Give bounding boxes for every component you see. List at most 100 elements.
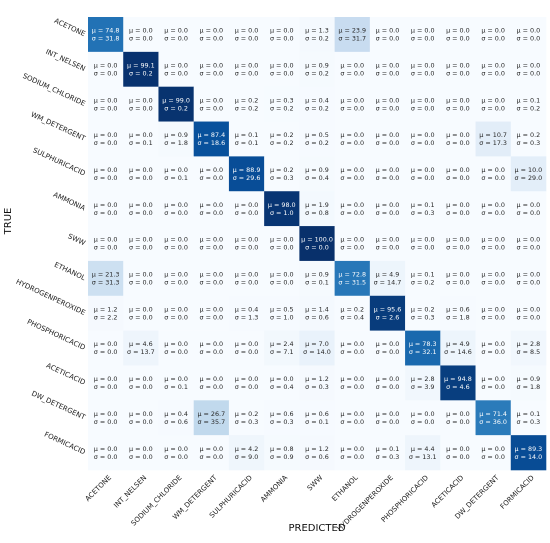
cell-mean-label: μ = 0.0 xyxy=(446,410,470,418)
cell-mean-label: μ = 4.6 xyxy=(129,340,153,348)
cell-std-label: σ = 0.3 xyxy=(270,418,294,426)
cell-mean-label: μ = 0.0 xyxy=(164,375,188,383)
cell-mean-label: μ = 0.0 xyxy=(94,61,118,69)
cell-mean-label: μ = 0.0 xyxy=(446,96,470,104)
cell-std-label: σ = 0.0 xyxy=(235,69,259,77)
cell-std-label: σ = 0.0 xyxy=(481,104,505,112)
heatmap-cell xyxy=(475,17,512,53)
cell-std-label: σ = 31.5 xyxy=(338,279,366,287)
cell-mean-label: μ = 0.0 xyxy=(129,410,153,418)
heatmap-cell xyxy=(88,295,124,331)
cell-mean-label: μ = 0.2 xyxy=(235,96,259,104)
cell-mean-label: μ = 0.0 xyxy=(340,375,364,383)
cell-mean-label: μ = 0.0 xyxy=(199,305,223,313)
x-tick-label: ACETONE xyxy=(84,474,113,503)
heatmap-cell xyxy=(158,156,194,192)
cell-mean-label: μ = 0.0 xyxy=(517,201,541,209)
cell-std-label: σ = 0.0 xyxy=(129,418,153,426)
cell-mean-label: μ = 0.5 xyxy=(270,305,294,313)
heatmap-cell xyxy=(193,191,230,227)
y-axis-label: TRUE xyxy=(3,208,14,236)
cell-mean-label: μ = 0.9 xyxy=(305,271,329,279)
cell-mean-label: μ = 0.0 xyxy=(481,201,505,209)
cell-mean-label: μ = 0.0 xyxy=(199,201,223,209)
cell-mean-label: μ = 71.4 xyxy=(479,410,507,418)
heatmap-cell xyxy=(299,330,335,366)
cell-mean-label: μ = 0.0 xyxy=(517,271,541,279)
cell-mean-label: μ = 0.0 xyxy=(376,61,400,69)
cell-std-label: σ = 0.0 xyxy=(305,244,329,252)
heatmap-cell xyxy=(123,330,159,366)
cell-std-label: σ = 0.0 xyxy=(446,279,470,287)
heatmap-cell xyxy=(334,51,371,87)
cell-std-label: σ = 0.0 xyxy=(376,69,400,77)
cell-std-label: σ = 0.0 xyxy=(94,383,118,391)
cell-std-label: σ = 0.0 xyxy=(481,313,505,321)
heatmap-cell xyxy=(88,330,124,366)
cell-std-label: σ = 0.0 xyxy=(270,35,294,43)
heatmap-cell xyxy=(299,51,335,87)
cell-std-label: σ = 0.0 xyxy=(446,453,470,461)
heatmap-cell xyxy=(405,260,441,297)
cell-std-label: σ = 0.0 xyxy=(517,313,541,321)
cell-mean-label: μ = 0.0 xyxy=(164,305,188,313)
cell-mean-label: μ = 0.0 xyxy=(481,375,505,383)
heatmap-cell xyxy=(369,156,406,192)
cell-mean-label: μ = 94.8 xyxy=(444,375,472,383)
cell-std-label: σ = 0.0 xyxy=(411,104,435,112)
cell-std-label: σ = 0.0 xyxy=(446,244,470,252)
cell-std-label: σ = 0.0 xyxy=(199,35,223,43)
cell-mean-label: μ = 0.0 xyxy=(411,61,435,69)
cell-std-label: σ = 0.0 xyxy=(411,174,435,182)
heatmap-cell xyxy=(123,156,159,192)
heatmap-cell xyxy=(334,260,371,297)
x-tick-label: ACETICACID xyxy=(430,474,466,510)
cell-mean-label: μ = 78.3 xyxy=(409,340,437,348)
heatmap-cell xyxy=(123,17,159,53)
heatmap-cell xyxy=(299,226,335,262)
cell-mean-label: μ = 0.4 xyxy=(305,96,329,104)
cell-std-label: σ = 0.2 xyxy=(305,69,329,77)
heatmap-cell xyxy=(334,156,371,192)
heatmap-cell xyxy=(405,121,441,157)
heatmap-cell xyxy=(123,400,159,436)
cell-mean-label: μ = 0.0 xyxy=(481,236,505,244)
cell-mean-label: μ = 0.0 xyxy=(446,61,470,69)
cell-std-label: σ = 14.0 xyxy=(303,348,331,356)
cell-mean-label: μ = 0.0 xyxy=(376,131,400,139)
x-tick-label: SWW xyxy=(306,474,325,493)
heatmap-cell xyxy=(510,260,547,297)
heatmap-cell xyxy=(264,295,300,331)
cell-std-label: σ = 0.0 xyxy=(411,35,435,43)
cell-mean-label: μ = 0.0 xyxy=(235,375,259,383)
heatmap-cell xyxy=(88,191,124,227)
cell-mean-label: μ = 0.0 xyxy=(164,27,188,35)
y-tick-label: AMMONIA xyxy=(52,191,87,213)
heatmap-cell xyxy=(475,226,512,262)
cell-mean-label: μ = 0.0 xyxy=(199,96,223,104)
heatmap-cell xyxy=(228,86,265,122)
cell-mean-label: μ = 0.0 xyxy=(446,201,470,209)
cell-mean-label: μ = 26.7 xyxy=(197,410,225,418)
heatmap-cell xyxy=(158,226,194,262)
cell-mean-label: μ = 0.0 xyxy=(235,27,259,35)
heatmap-cell xyxy=(264,156,300,192)
cell-mean-label: μ = 0.0 xyxy=(340,131,364,139)
cell-mean-label: μ = 100.0 xyxy=(301,236,333,244)
cell-std-label: σ = 0.0 xyxy=(199,279,223,287)
cell-mean-label: μ = 0.0 xyxy=(376,166,400,174)
cell-mean-label: μ = 0.0 xyxy=(270,27,294,35)
cell-std-label: σ = 0.0 xyxy=(446,174,470,182)
heatmap-cell xyxy=(193,400,230,436)
cell-mean-label: μ = 2.4 xyxy=(270,340,294,348)
y-tick-label: SODIUM_CHLORIDE xyxy=(21,72,86,108)
cell-mean-label: μ = 0.0 xyxy=(129,271,153,279)
cell-mean-label: μ = 0.6 xyxy=(446,305,470,313)
heatmap-cell xyxy=(193,295,230,331)
cell-std-label: σ = 0.0 xyxy=(199,313,223,321)
heatmap-cell xyxy=(510,435,547,471)
cell-std-label: σ = 0.0 xyxy=(446,418,470,426)
cell-mean-label: μ = 2.8 xyxy=(517,340,541,348)
cell-std-label: σ = 1.0 xyxy=(270,209,294,217)
y-tick-label: WM_DETERGENT xyxy=(29,111,87,144)
